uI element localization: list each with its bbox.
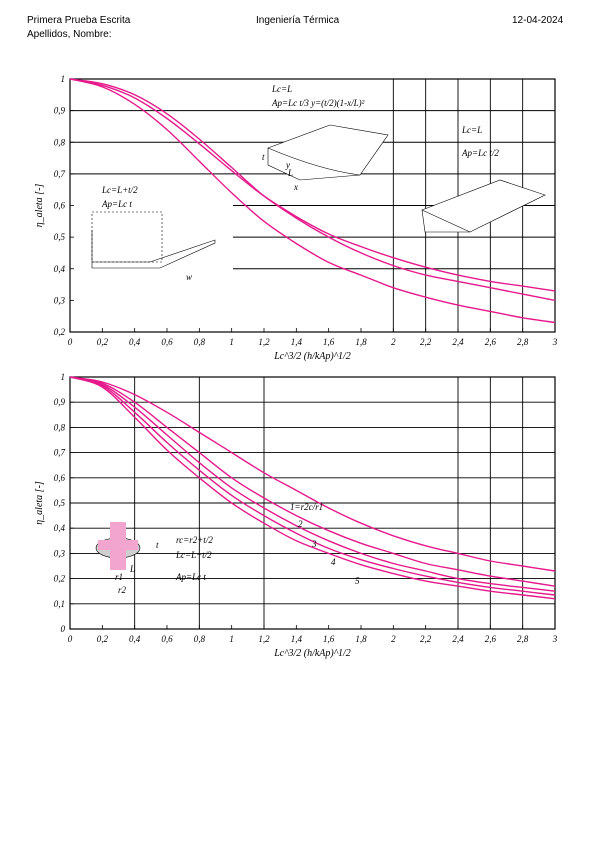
- x-tick-label: 1,2: [258, 337, 270, 347]
- series-line-1: [69, 78, 556, 302]
- x-tick-label: 2,6: [485, 337, 497, 347]
- annotation-1: Lc=L: [271, 84, 292, 94]
- annotation-8: t: [262, 152, 265, 162]
- x-tick-label: 0: [68, 634, 73, 644]
- y-tick-label: 0,9: [54, 397, 66, 407]
- x-tick-label: 2: [391, 337, 396, 347]
- fin-diagrams: [91, 124, 546, 269]
- x-tick-label: 1,8: [355, 634, 367, 644]
- x-tick-label: 1,8: [355, 337, 367, 347]
- y-axis-label: η_aleta [-]: [34, 481, 45, 525]
- series-label-2: 2: [298, 519, 303, 529]
- y-axis-label: η_aleta [-]: [34, 184, 45, 228]
- header-center: Ingeniería Térmica: [256, 15, 340, 26]
- y-tick-label: 0,5: [54, 498, 66, 508]
- series-label-4: 4: [331, 557, 336, 567]
- annotation-8: r2: [118, 585, 127, 595]
- series-line-4: [69, 376, 556, 596]
- x-tick-label: 2: [391, 634, 396, 644]
- x-tick-label: 3: [552, 337, 558, 347]
- x-tick-label: 1: [229, 634, 234, 644]
- y-tick-label: 0,1: [54, 599, 65, 609]
- annotation-3: Lc=L+t/2: [175, 550, 212, 560]
- y-tick-label: 0,6: [54, 201, 66, 211]
- y-tick-label: 0,6: [54, 473, 66, 483]
- series-label-5: 5: [355, 576, 360, 586]
- triangular-fin-edge: [421, 209, 471, 233]
- x-tick-label: 0,8: [194, 337, 206, 347]
- series-line-5: [69, 376, 556, 600]
- x-tick-label: 1,4: [291, 634, 303, 644]
- x-tick-label: 2,8: [517, 337, 529, 347]
- x-tick-label: 0,8: [194, 634, 206, 644]
- x-tick-label: 0,4: [129, 337, 141, 347]
- annotation-2: Ap=Lc t/3 y=(t/2)(1-x/L)²: [271, 98, 365, 108]
- y-tick-label: 1: [61, 74, 66, 84]
- annotation-6: Ap=Lc t/2: [461, 148, 499, 158]
- x-tick-label: 1,4: [291, 337, 303, 347]
- x-tick-label: 1: [229, 337, 234, 347]
- annular-fin-diagram: [95, 522, 141, 570]
- x-tick-label: 0,4: [129, 634, 141, 644]
- annotation-7: r1: [115, 572, 123, 582]
- annotation-1: 1=r2c/r1: [290, 502, 323, 512]
- annotation-3: Lc=L+t/2: [101, 185, 138, 195]
- x-tick-label: 2,6: [485, 634, 497, 644]
- y-tick-label: 0,5: [54, 232, 66, 242]
- x-axis-label: Lc^3/2 (h/kAp)^1/2: [273, 351, 350, 362]
- x-axis-label: Lc^3/2 (h/kAp)^1/2: [273, 648, 350, 659]
- annotation-2: rc=r2+t/2: [176, 535, 213, 545]
- x-tick-label: 3: [552, 634, 558, 644]
- y-tick-label: 0,4: [54, 264, 66, 274]
- x-tick-label: 1,6: [323, 337, 335, 347]
- y-tick-label: 0,7: [54, 169, 66, 179]
- x-tick-label: 0,6: [161, 634, 173, 644]
- y-tick-label: 0,8: [54, 422, 66, 432]
- y-tick-label: 0,9: [54, 106, 66, 116]
- y-tick-label: 0,3: [54, 548, 66, 558]
- y-tick-label: 1: [61, 372, 66, 382]
- x-tick-label: 0: [68, 337, 73, 347]
- annular-fin-section: [98, 540, 138, 550]
- annotation-5: Lc=L: [461, 125, 482, 135]
- annotation-5: t: [156, 540, 159, 550]
- annotation-4: Ap=Lc t: [101, 199, 132, 209]
- y-tick-label: 0: [61, 624, 66, 634]
- parabolic-fin-profile: [267, 147, 361, 176]
- x-tick-label: 2,4: [452, 337, 464, 347]
- series-line-2: [69, 376, 556, 587]
- y-tick-label: 0,4: [54, 523, 66, 533]
- annotation-10: x: [293, 182, 298, 192]
- series-line-3: [69, 78, 556, 324]
- y-tick-label: 0,2: [54, 327, 66, 337]
- x-tick-label: 1,2: [258, 634, 270, 644]
- annotation-11: y: [285, 160, 290, 170]
- series-line-2: [69, 78, 556, 292]
- header-left-name: Apellidos, Nombre:: [27, 29, 112, 40]
- x-tick-label: 2,2: [420, 337, 432, 347]
- y-tick-label: 0,7: [54, 448, 66, 458]
- y-tick-label: 0,8: [54, 137, 66, 147]
- x-tick-label: 2,8: [517, 634, 529, 644]
- annotation-7: L: [287, 168, 293, 178]
- x-tick-label: 1,6: [323, 634, 335, 644]
- annotation-9: w: [186, 272, 192, 282]
- series-line-3: [69, 376, 556, 592]
- x-tick-label: 2,4: [452, 634, 464, 644]
- x-tick-label: 2,2: [420, 634, 432, 644]
- x-tick-label: 0,2: [97, 337, 109, 347]
- header-date: 12-04-2024: [512, 15, 564, 26]
- series-label-3: 3: [311, 539, 317, 549]
- annotation-6: L: [129, 564, 135, 574]
- series-line-1: [69, 376, 556, 572]
- y-tick-label: 0,3: [54, 295, 66, 305]
- y-tick-label: 0,2: [54, 574, 66, 584]
- x-tick-label: 0,2: [97, 634, 109, 644]
- annotation-4: Ap=Lc t: [175, 572, 206, 582]
- x-tick-label: 0,6: [161, 337, 173, 347]
- header-left-title: Primera Prueba Escrita: [27, 15, 131, 26]
- triangular-fin-sketch: [421, 179, 546, 233]
